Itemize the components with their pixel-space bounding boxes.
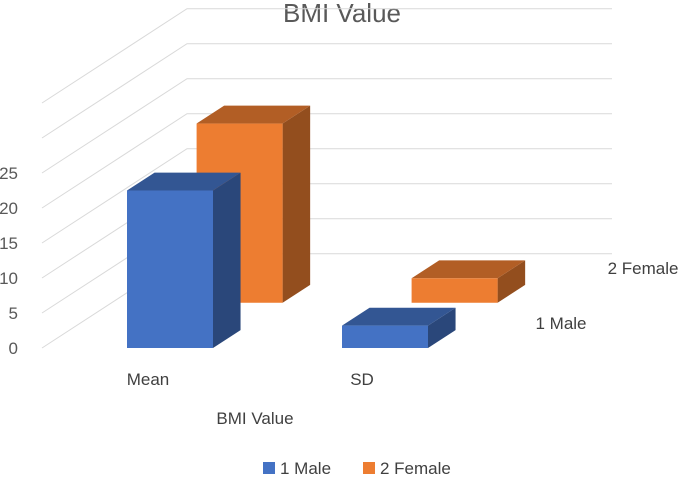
legend-item: 2 Female [363,459,451,478]
legend-label: 2 Female [380,459,451,478]
x-tick-label: SD [350,370,374,389]
bar-top-face [342,307,456,326]
x-tick-label: Mean [127,370,170,389]
bar-0-1 [342,307,456,348]
bar-1-1 [411,260,526,303]
bar-front-face [411,278,498,303]
bar-top-face [196,105,311,124]
chart-title: BMI Value [283,0,401,28]
bar-top-face [411,260,526,279]
y-axis-ticks: 0 5 10 15 20 25 [0,164,18,358]
y-tick-label: 25 [0,164,18,183]
depth-axis-label: 2 Female [608,259,679,278]
bar-side-face [282,105,311,303]
gridline [41,43,612,139]
x-axis-title: BMI Value [216,409,293,428]
bar-side-face [497,260,526,303]
y-tick-label: 10 [0,269,18,288]
legend: 1 Male 2 Female [263,459,451,478]
legend-label: 1 Male [280,459,331,478]
y-tick-label: 0 [9,339,18,358]
bar-side-face [428,307,456,348]
bar-0-0 [127,172,241,348]
gridline [41,8,612,104]
y-tick-label: 20 [0,199,18,218]
bar-front-face [127,190,213,348]
depth-axis-labels: 1 Male 2 Female [535,259,678,333]
bars [127,105,526,348]
bar-side-face [213,172,241,348]
gridline [41,148,612,244]
legend-swatch [363,462,375,474]
bar-front-face [342,325,428,348]
bar-top-face [127,172,241,191]
y-tick-label: 15 [0,234,18,253]
gridline [41,113,612,209]
gridline [41,78,612,174]
legend-item: 1 Male [263,459,331,478]
depth-axis-label: 1 Male [535,314,586,333]
y-tick-label: 5 [9,304,18,323]
x-axis-labels: Mean SD [127,370,374,389]
legend-swatch [263,462,275,474]
